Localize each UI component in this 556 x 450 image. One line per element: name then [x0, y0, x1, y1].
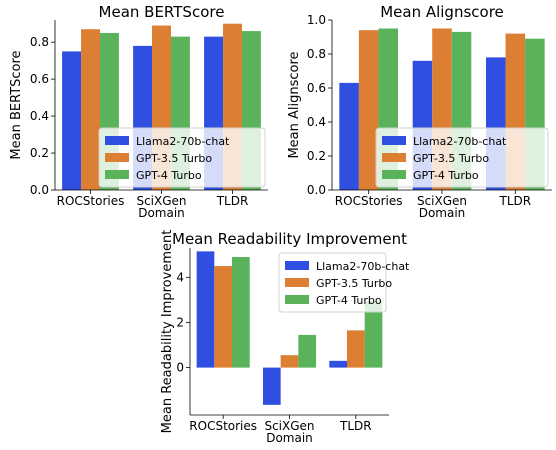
y-tick-label: 2: [176, 315, 184, 329]
legend-entry: GPT-4 Turbo: [136, 169, 202, 182]
y-tick-label: 0.2: [30, 146, 49, 160]
bar: [81, 29, 100, 190]
x-tick-label: Domain: [266, 431, 313, 445]
legend-swatch: [105, 153, 129, 162]
y-axis-label: Mean Readability Improvement: [160, 230, 175, 434]
y-tick-label: 0.6: [30, 72, 49, 86]
y-tick-label: 0.2: [307, 149, 326, 163]
legend-entry: Llama2-70b-chat: [136, 135, 230, 148]
alignscore-chart: Mean Alignscore Mean Alignscore 0.0 0.2 0.4 0…: [287, 3, 552, 220]
bar: [329, 360, 347, 368]
x-tick-label: ROCStories: [57, 194, 125, 208]
y-tick-label: 0.0: [30, 183, 49, 197]
y-tick-label: 4: [176, 270, 184, 284]
x-tick-label: SciXGen: [136, 194, 186, 208]
chart-title: Mean Readability Improvement: [172, 230, 407, 248]
y-tick-label: 0.4: [307, 115, 326, 129]
y-tick-label: 0: [176, 361, 184, 375]
x-tick-label: Domain: [419, 206, 466, 220]
legend-swatch: [382, 136, 406, 145]
y-tick-label: 0.8: [307, 47, 326, 61]
bar: [364, 301, 383, 368]
chart-title: Mean Alignscore: [380, 3, 504, 21]
bar: [62, 51, 82, 191]
legend-swatch: [285, 261, 309, 270]
x-tick-label: SciXGen: [417, 194, 467, 208]
bar: [262, 367, 281, 405]
legend-frame: [375, 127, 549, 188]
legend-entry: GPT-3.5 Turbo: [136, 152, 212, 165]
bar: [196, 251, 215, 368]
y-tick-label: 0.6: [307, 81, 326, 95]
y-axis-label: Mean BERTScore: [9, 50, 24, 159]
x-tick-label: TLDR: [499, 194, 532, 208]
legend-swatch: [382, 170, 406, 179]
x-tick-label: TLDR: [216, 194, 249, 208]
bar: [298, 334, 317, 368]
legend-swatch: [285, 278, 309, 287]
y-tick-label: 0.4: [30, 109, 49, 123]
legend-swatch: [105, 170, 129, 179]
legend: Llama2-70b-chat GPT-3.5 Turbo GPT-4 Turbo: [278, 252, 410, 313]
bar: [280, 355, 299, 368]
legend-entry: Llama2-70b-chat: [316, 260, 410, 273]
legend: Llama2-70b-chat GPT-3.5 Turbo GPT-4 Turbo: [375, 127, 549, 188]
x-tick-label: TLDR: [339, 419, 372, 433]
bar: [346, 330, 365, 368]
x-tick-label: SciXGen: [264, 419, 314, 433]
legend: Llama2-70b-chat GPT-3.5 Turbo GPT-4 Turbo: [98, 127, 266, 188]
legend-entry: GPT-3.5 Turbo: [413, 152, 489, 165]
legend-swatch: [105, 136, 129, 145]
bar: [214, 266, 233, 368]
legend-entry: Llama2-70b-chat: [413, 135, 507, 148]
legend-entry: GPT-4 Turbo: [316, 294, 382, 307]
y-tick-label: 0.0: [307, 183, 326, 197]
legend-frame: [98, 127, 266, 188]
legend-swatch: [285, 295, 309, 304]
bar: [232, 257, 250, 368]
y-tick-label: 0.8: [30, 35, 49, 49]
y-tick-label: 1.0: [307, 13, 326, 27]
bar: [358, 30, 379, 191]
x-tick-label: ROCStories: [335, 194, 403, 208]
bar: [339, 82, 359, 190]
chart-title: Mean BERTScore: [99, 3, 225, 21]
bertscore-chart: Mean BERTScore Mean BERTScore 0.0 0.2 0.4 0.6…: [9, 3, 268, 220]
legend-entry: GPT-4 Turbo: [413, 169, 479, 182]
x-tick-label: ROCStories: [189, 419, 257, 433]
legend-swatch: [382, 153, 406, 162]
legend-entry: GPT-3.5 Turbo: [316, 277, 392, 290]
x-tick-label: Domain: [138, 206, 185, 220]
y-axis-label: Mean Alignscore: [287, 51, 302, 158]
